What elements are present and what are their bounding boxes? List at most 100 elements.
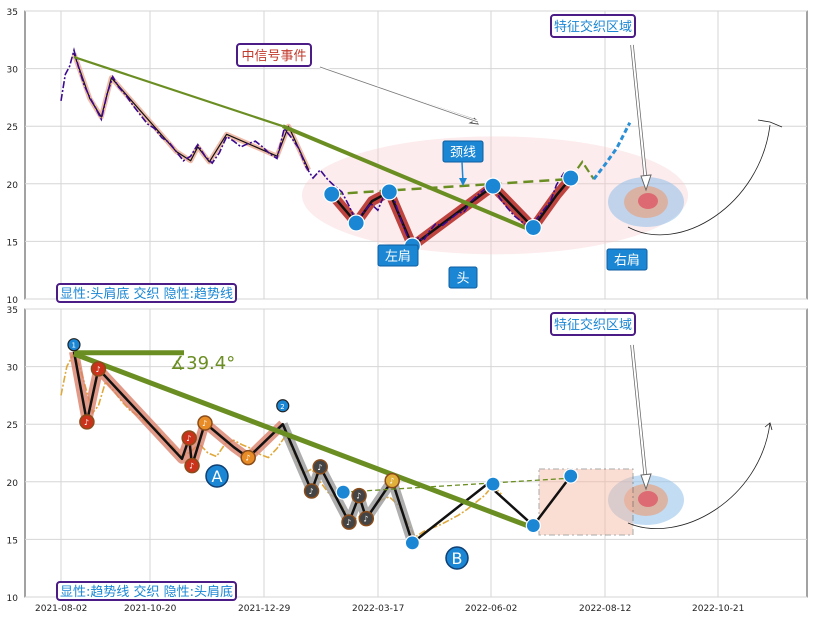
feature-zone-target-top [608, 177, 684, 227]
x-tick-label: 2022-10-21 [692, 604, 744, 614]
projection-tip-top [757, 119, 783, 128]
neckline-pointer-head [459, 178, 467, 186]
y-tick-label: 15 [7, 536, 18, 546]
pattern-line-bottom [72, 351, 572, 545]
pattern-node-bottom [525, 517, 541, 534]
neckline-bottom [343, 477, 568, 493]
y-tick-label: 30 [7, 364, 19, 374]
neckline-top [331, 177, 568, 196]
signal-node [184, 457, 200, 474]
right-shoulder-badge [606, 248, 648, 271]
signal-node [303, 483, 320, 499]
feature-arrowhead-bottom [640, 473, 652, 491]
y-tick-label: 10 [7, 296, 19, 306]
feature-arrow-bottom [631, 344, 647, 483]
left-shoulder-badge [377, 244, 419, 267]
projection-top-blue [592, 122, 632, 181]
pattern-node-bottom [485, 476, 501, 492]
right-shoulder-badge-label: 右肩 [614, 253, 640, 269]
signal-node-glyph: ♪ [202, 419, 207, 428]
legend-bottom [56, 581, 237, 601]
numbered-marker [276, 399, 290, 413]
head-badge [448, 266, 478, 289]
y-tick-label: 15 [7, 238, 18, 248]
pattern-node-top [484, 177, 502, 195]
signal-node [240, 449, 256, 466]
signal-node [341, 514, 357, 530]
neckline-badge-label: 颈线 [450, 146, 476, 161]
projection-curve-bottom [627, 422, 771, 529]
pattern-node-top [562, 169, 580, 187]
y-tick-label: 10 [7, 594, 19, 604]
pattern-node-top [347, 214, 365, 232]
y-tick-label: 35 [7, 306, 18, 316]
signal-node-glyph: ♪ [309, 487, 314, 496]
price-line-top [60, 47, 572, 251]
signal-node [181, 430, 197, 446]
signal-node-glyph: ♪ [245, 454, 250, 463]
projection-curve-top [627, 124, 771, 236]
pattern-node-bottom [404, 535, 420, 551]
signal-callout [236, 43, 312, 67]
signal-node-glyph: ♪ [363, 515, 368, 524]
x-tick-label: 2021-08-02 [35, 604, 87, 614]
trend-line-top-lower [282, 124, 535, 233]
x-tick-label: 2021-10-20 [124, 604, 177, 614]
signal-node-glyph: ♪ [346, 518, 351, 527]
x-tick-label: 2021-12-29 [238, 604, 291, 614]
trend-line-bottom [73, 351, 535, 531]
signal-node-glyph: ♪ [389, 477, 394, 486]
marker-a [205, 464, 229, 488]
feature-arrowhead-top [640, 174, 652, 192]
signal-node-glyph: ♪ [84, 418, 89, 427]
y-tick-label: 35 [7, 8, 18, 18]
signal-node-glyph: ♪ [95, 365, 100, 374]
feature-callout-top [550, 14, 636, 38]
numbered-marker [67, 338, 81, 352]
marker-b-label: B [452, 549, 463, 568]
y-tick-label: 25 [7, 421, 18, 431]
signal-node-glyph: ♪ [317, 463, 322, 472]
feature-arrow-top [631, 44, 647, 184]
highlight-box [538, 468, 634, 536]
feature-zone-target-bottom [608, 475, 684, 525]
pattern-node-top [524, 218, 542, 237]
y-tick-label: 30 [7, 66, 19, 76]
signal-node [79, 414, 95, 430]
feature-callout-bottom-label: 特征交织区域 [554, 317, 632, 333]
x-tick-label: 2022-03-17 [352, 604, 404, 614]
signal-node [197, 415, 213, 431]
feature-callout-bottom [550, 312, 636, 336]
y-tick-label: 20 [7, 479, 19, 489]
pattern-node-bottom [563, 468, 579, 484]
angle-annotation: ∡39.4° [170, 353, 235, 374]
legend-top-label: 显性:头肩底 交织 隐性:趋势线 [60, 286, 233, 302]
neckline-badge [442, 140, 484, 163]
pattern-node-top [323, 185, 341, 203]
legend-top [56, 283, 237, 303]
y-tick-label: 25 [7, 123, 18, 133]
signal-callout-label: 中信号事件 [241, 49, 306, 64]
numbered-marker-label: 1 [71, 342, 75, 350]
feature-callout-top-label: 特征交织区域 [554, 19, 632, 35]
signal-arrow-stroke [319, 66, 479, 123]
marker-a-label: A [212, 467, 223, 486]
signal-node-glyph: ♪ [356, 492, 361, 501]
numbered-marker-label: 2 [280, 403, 284, 411]
head-badge-label: 头 [456, 272, 469, 287]
signal-node [351, 487, 367, 504]
signal-node-glyph: ♪ [189, 462, 194, 471]
signal-node [90, 361, 107, 377]
signal-node [358, 510, 375, 527]
legend-bottom-label: 显性:趋势线 交织 隐性:头肩底 [60, 584, 233, 600]
pattern-node-top [380, 183, 398, 201]
x-tick-label: 2022-08-12 [579, 604, 631, 614]
signal-node [384, 472, 400, 489]
marker-b [445, 546, 469, 570]
signal-node-glyph: ♪ [186, 434, 191, 443]
trend-line-top [73, 56, 284, 128]
signal-node [312, 459, 328, 475]
left-shoulder-badge-label: 左肩 [385, 249, 411, 265]
